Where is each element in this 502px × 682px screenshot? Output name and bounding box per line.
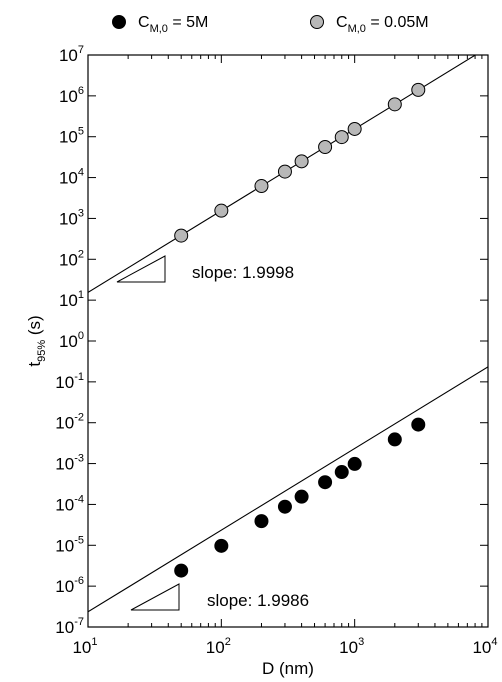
data-point-series-1: [387, 97, 402, 112]
slope-triangle-5m: [130, 583, 180, 611]
y-tick-label: 101: [59, 289, 84, 310]
x-tick-labels: 101 102 103 104: [72, 636, 497, 657]
y-tick-label: 10-5: [55, 534, 84, 555]
data-point-series-1: [318, 140, 333, 155]
data-point-series-0: [254, 514, 269, 529]
data-point-series-1: [214, 203, 229, 218]
y-tick-label: 10-2: [55, 412, 84, 433]
legend-label-005m: CM,0 = 0.05M: [336, 14, 429, 35]
y-tick-label: 105: [59, 126, 84, 147]
y-tick-label: 100: [59, 330, 84, 351]
slope-label-005m: slope: 1.9998: [192, 263, 294, 282]
y-tick-label: 102: [59, 248, 84, 269]
data-point-series-1: [347, 121, 362, 136]
data-point-series-1: [294, 154, 309, 169]
data-point-series-0: [387, 432, 402, 447]
y-tick-labels: 10-7 10-6 10-5 10-4 10-3 10-2 10-1 100 101 102 103…: [55, 44, 84, 637]
axis-ticks: [87, 54, 489, 628]
data-point-series-0: [347, 456, 362, 471]
data-point-series-1: [277, 164, 292, 179]
y-tick-label: 103: [59, 207, 84, 228]
data-point-series-1: [174, 228, 189, 243]
data-point-series-1: [334, 130, 349, 145]
slope-triangle-005m: [116, 255, 166, 283]
legend: CM,0 = 5M CM,0 = 0.05M: [112, 14, 429, 35]
data-point-series-0: [411, 417, 426, 432]
data-point-series-0: [294, 489, 309, 504]
x-tick-label: 103: [339, 636, 364, 657]
data-point-series-1: [411, 82, 426, 97]
legend-marker-005m: [310, 15, 324, 29]
legend-marker-5m: [112, 15, 126, 29]
data-point-series-0: [334, 465, 349, 480]
legend-item-5m: CM,0 = 5M: [112, 14, 208, 35]
legend-label-5m: CM,0 = 5M: [138, 14, 208, 35]
data-point-series-0: [174, 563, 189, 578]
y-tick-label: 10-1: [55, 371, 84, 392]
y-tick-label: 10-4: [55, 493, 84, 514]
y-axis-title: t95% (s): [25, 315, 48, 366]
y-tick-label: 106: [59, 85, 84, 106]
data-points: [174, 82, 426, 578]
legend-item-005m: CM,0 = 0.05M: [310, 14, 429, 35]
plot-frame: [87, 54, 489, 628]
y-tick-label: 107: [59, 44, 84, 65]
x-tick-label: 101: [72, 636, 97, 657]
x-tick-label: 104: [472, 636, 497, 657]
y-tick-label: 104: [59, 167, 84, 188]
y-tick-label: 10-7: [55, 616, 84, 637]
x-axis-title: D (nm): [262, 659, 314, 678]
data-point-series-0: [277, 499, 292, 514]
fit-lines: [88, 55, 488, 613]
y-tick-label: 10-3: [55, 453, 84, 474]
fit-line-series-0: [88, 366, 488, 613]
y-tick-label: 10-6: [55, 575, 84, 596]
slope-label-5m: slope: 1.9986: [207, 591, 309, 610]
data-point-series-1: [254, 179, 269, 194]
x-tick-label: 102: [206, 636, 231, 657]
data-point-series-0: [214, 538, 229, 553]
data-point-series-0: [318, 475, 333, 490]
